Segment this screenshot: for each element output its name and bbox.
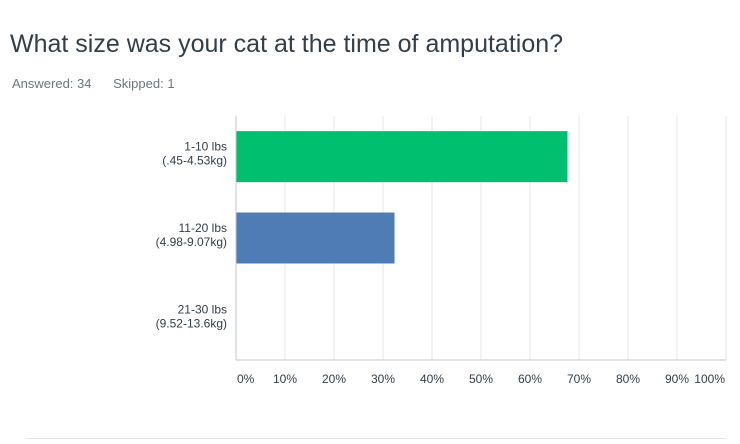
x-tick-label-60: 60% <box>518 372 542 386</box>
bar-2 <box>236 212 395 264</box>
category-label-2-line-2: (4.98-9.07kg) <box>156 235 227 249</box>
x-tick-label-50: 50% <box>469 372 493 386</box>
x-tick-label-80: 80% <box>616 372 640 386</box>
x-tick-label-10: 10% <box>273 372 297 386</box>
x-tick-label-20: 20% <box>322 372 346 386</box>
skipped-count: Skipped: 1 <box>113 76 175 91</box>
response-stats: Answered: 34 Skipped: 1 <box>12 76 175 91</box>
x-tick-label-0: 0% <box>237 372 255 386</box>
x-tick-label-40: 40% <box>420 372 444 386</box>
x-tick-label-100: 100% <box>694 372 725 386</box>
category-label-1-line-1: 1-10 lbs <box>184 140 227 154</box>
bar-1 <box>236 131 568 183</box>
category-label-2-line-1: 11-20 lbs <box>179 221 227 235</box>
category-label-1-line-2: (.45-4.53kg) <box>162 154 227 168</box>
x-tick-label-30: 30% <box>371 372 395 386</box>
bottom-divider <box>26 438 726 439</box>
x-tick-label-90: 90% <box>665 372 689 386</box>
category-label-3-line-2: (9.52-13.6kg) <box>156 316 227 330</box>
x-tick-label-70: 70% <box>567 372 591 386</box>
question-title: What size was your cat at the time of am… <box>10 30 564 58</box>
answered-count: Answered: 34 <box>12 76 92 91</box>
category-label-3-line-1: 21-30 lbs <box>178 302 227 316</box>
